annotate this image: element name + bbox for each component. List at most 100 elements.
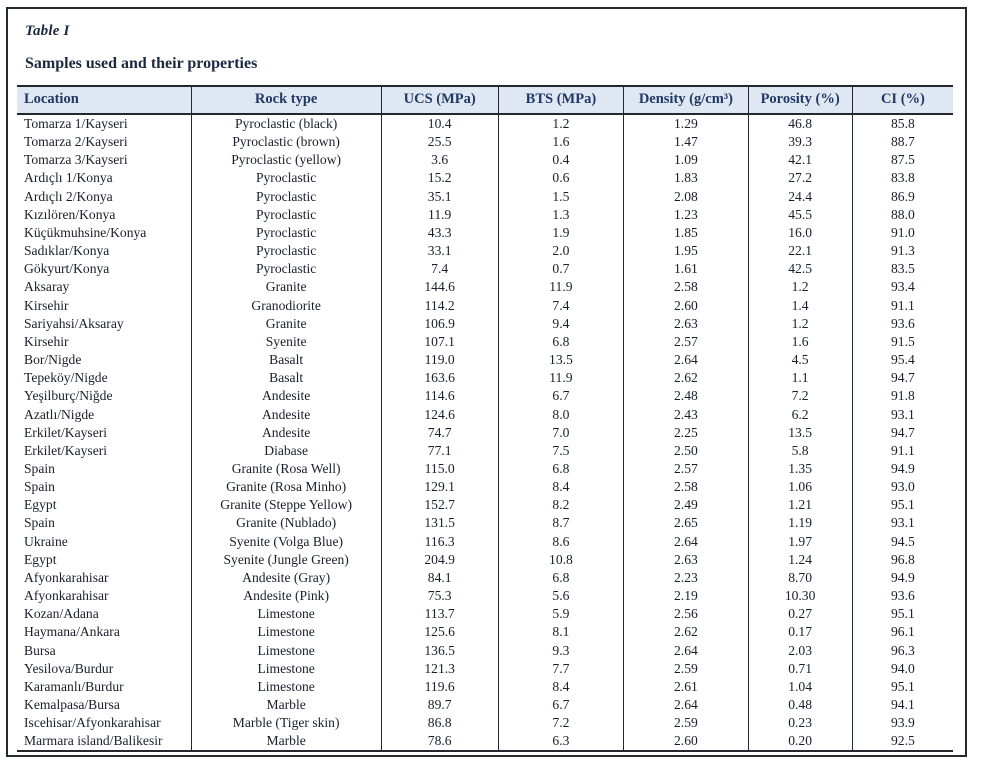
cell-rock-type: Diabase bbox=[190, 441, 382, 460]
cell-bts: 1.3 bbox=[497, 205, 624, 224]
cell-location: Tepeköy/Nigde bbox=[24, 370, 108, 386]
table-row: Küçükmuhsine/Konya Pyroclastic 43.3 1.9 1.85… bbox=[17, 223, 954, 243]
cell-rock-type: Andesite bbox=[190, 387, 382, 406]
cell-location: Küçükmuhsine/Konya bbox=[24, 224, 147, 240]
column-header-bts: BTS (MPa) bbox=[497, 85, 624, 115]
cell-porosity: 0.27 bbox=[747, 605, 853, 624]
cell-porosity: 0.17 bbox=[747, 623, 853, 642]
cell-bts: 1.6 bbox=[497, 133, 624, 152]
cell-location: Aksaray bbox=[24, 279, 70, 295]
cell-bts: 0.6 bbox=[497, 169, 624, 188]
cell-ucs: 15.2 bbox=[380, 169, 499, 188]
cell-density: 2.59 bbox=[623, 714, 749, 733]
cell-rock-type: Granite (Rosa Well) bbox=[190, 459, 382, 479]
cell-ci: 93.0 bbox=[851, 478, 954, 497]
table-header: Location Rock type UCS (MPa) BTS (MPa) D… bbox=[17, 85, 954, 115]
cell-density: 1.61 bbox=[623, 260, 749, 279]
cell-ucs: 77.1 bbox=[380, 441, 499, 460]
cell-porosity: 7.2 bbox=[747, 387, 853, 406]
cell-bts: 8.6 bbox=[497, 532, 624, 551]
cell-ci: 94.7 bbox=[851, 423, 954, 442]
cell-porosity: 0.23 bbox=[747, 714, 853, 733]
cell-ucs: 113.7 bbox=[380, 605, 499, 624]
cell-ci: 88.0 bbox=[851, 205, 954, 224]
cell-porosity: 0.71 bbox=[747, 659, 853, 678]
table-row: Tomarza 3/Kayseri Pyroclastic (yellow) 3.6… bbox=[17, 151, 954, 170]
cell-density: 2.48 bbox=[623, 387, 749, 406]
cell-ucs: 25.5 bbox=[380, 133, 499, 152]
cell-ci: 94.5 bbox=[851, 532, 954, 551]
cell-location: Sadıklar/Konya bbox=[24, 243, 110, 259]
cell-ucs: 3.6 bbox=[380, 151, 499, 170]
cell-density: 2.59 bbox=[623, 659, 749, 678]
cell-ucs: 78.6 bbox=[380, 732, 499, 753]
cell-bts: 6.8 bbox=[497, 332, 624, 352]
cell-rock-type: Granite (Rosa Minho) bbox=[190, 478, 382, 497]
header-row: Location Rock type UCS (MPa) BTS (MPa) D… bbox=[17, 85, 954, 115]
cell-ucs: 35.1 bbox=[380, 187, 499, 206]
cell-ci: 92.5 bbox=[851, 732, 954, 753]
cell-ci: 93.4 bbox=[851, 278, 954, 297]
cell-density: 1.09 bbox=[623, 151, 749, 170]
cell-bts: 8.2 bbox=[497, 496, 624, 515]
column-header-ci: CI (%) bbox=[851, 85, 954, 115]
table-row: Spain Granite (Nublado) 131.5 8.7 2.65 1.19 93… bbox=[17, 514, 954, 533]
cell-ucs: 75.3 bbox=[380, 587, 499, 606]
cell-location: Bursa bbox=[24, 642, 56, 658]
table-row: Spain Granite (Rosa Well) 115.0 6.8 2.57 1.35… bbox=[17, 459, 954, 479]
cell-location: Haymana/Ankara bbox=[24, 624, 120, 640]
cell-porosity: 1.1 bbox=[747, 369, 853, 388]
cell-porosity: 42.5 bbox=[747, 260, 853, 279]
cell-ci: 93.9 bbox=[851, 714, 954, 733]
cell-location: Spain bbox=[24, 460, 55, 476]
cell-density: 2.58 bbox=[623, 278, 749, 297]
cell-ci: 85.8 bbox=[851, 114, 954, 134]
cell-density: 2.57 bbox=[623, 459, 749, 479]
cell-rock-type: Pyroclastic bbox=[190, 187, 382, 206]
cell-location: Yeşilburç/Niğde bbox=[24, 388, 113, 404]
cell-bts: 13.5 bbox=[497, 351, 624, 370]
table-row: Ardıçlı 1/Konya Pyroclastic 15.2 0.6 1.83 27.… bbox=[17, 169, 954, 188]
cell-ci: 91.1 bbox=[851, 296, 954, 315]
cell-bts: 0.7 bbox=[497, 260, 624, 279]
table-body: Tomarza 1/Kayseri Pyroclastic (black) 10.4… bbox=[17, 114, 954, 753]
cell-density: 2.57 bbox=[623, 332, 749, 352]
cell-density: 2.19 bbox=[623, 587, 749, 606]
cell-ucs: 125.6 bbox=[380, 623, 499, 642]
table-row: Bursa Limestone 136.5 9.3 2.64 2.03 96.3 bbox=[17, 641, 954, 660]
cell-ucs: 7.4 bbox=[380, 260, 499, 279]
cell-porosity: 1.04 bbox=[747, 677, 853, 696]
cell-ucs: 74.7 bbox=[380, 423, 499, 442]
table-frame: Table I Samples used and their propertie… bbox=[6, 7, 967, 757]
cell-porosity: 5.8 bbox=[747, 441, 853, 460]
cell-ucs: 124.6 bbox=[380, 405, 499, 424]
cell-rock-type: Andesite (Pink) bbox=[190, 587, 382, 606]
column-header-ucs: UCS (MPa) bbox=[380, 85, 499, 115]
cell-rock-type: Pyroclastic bbox=[190, 205, 382, 224]
cell-rock-type: Limestone bbox=[190, 677, 382, 696]
table-row: Marmara island/Balikesir Marble 78.6 6.3 2.6… bbox=[17, 732, 954, 753]
cell-location: Kızılören/Konya bbox=[24, 206, 116, 222]
cell-density: 2.61 bbox=[623, 677, 749, 696]
cell-density: 2.63 bbox=[623, 550, 749, 569]
table-row: Kirsehir Granodiorite 114.2 7.4 2.60 1.4 91.1 bbox=[17, 296, 954, 315]
cell-bts: 1.9 bbox=[497, 223, 624, 243]
cell-density: 1.83 bbox=[623, 169, 749, 188]
table-row: Bor/Nigde Basalt 119.0 13.5 2.64 4.5 95.4 bbox=[17, 351, 954, 370]
cell-bts: 5.6 bbox=[497, 587, 624, 606]
cell-bts: 11.9 bbox=[497, 278, 624, 297]
cell-bts: 8.4 bbox=[497, 677, 624, 696]
cell-rock-type: Pyroclastic bbox=[190, 260, 382, 279]
cell-ucs: 10.4 bbox=[380, 114, 499, 134]
cell-rock-type: Limestone bbox=[190, 641, 382, 660]
cell-ci: 94.1 bbox=[851, 696, 954, 715]
cell-rock-type: Marble bbox=[190, 732, 382, 753]
cell-density: 2.64 bbox=[623, 532, 749, 551]
cell-density: 2.08 bbox=[623, 187, 749, 206]
table-row: Kirsehir Syenite 107.1 6.8 2.57 1.6 91.5 bbox=[17, 332, 954, 352]
cell-porosity: 27.2 bbox=[747, 169, 853, 188]
samples-table: Location Rock type UCS (MPa) BTS (MPa) D… bbox=[17, 85, 954, 753]
cell-ci: 83.5 bbox=[851, 260, 954, 279]
cell-density: 1.95 bbox=[623, 242, 749, 261]
cell-porosity: 16.0 bbox=[747, 223, 853, 243]
